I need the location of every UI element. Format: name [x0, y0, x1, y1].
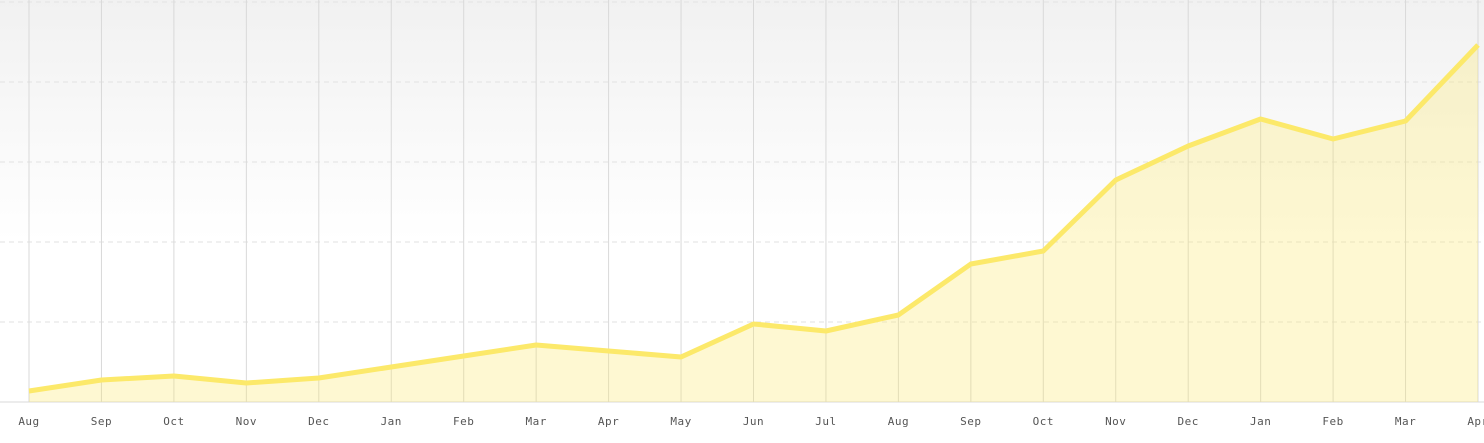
x-tick-label: Feb [1322, 415, 1343, 428]
x-tick-label: Aug [888, 415, 909, 428]
x-tick-label: Sep [91, 415, 112, 428]
x-tick-label: Dec [1178, 415, 1199, 428]
x-tick-label: Apr [598, 415, 619, 428]
x-tick-label: Sep [960, 415, 981, 428]
x-tick-label: Mar [1395, 415, 1416, 428]
x-tick-label: Oct [1033, 415, 1054, 428]
x-tick-label: Nov [1105, 415, 1126, 428]
x-tick-label: Jan [1250, 415, 1271, 428]
plot-background [0, 0, 1484, 402]
x-tick-label: Jul [815, 415, 836, 428]
x-tick-label: Oct [163, 415, 184, 428]
x-tick-label: Aug [18, 415, 39, 428]
x-tick-label: Jan [381, 415, 402, 428]
x-tick-label: Mar [525, 415, 546, 428]
x-tick-label: Dec [308, 415, 329, 428]
line [28, 43, 1480, 394]
x-tick-label: May [670, 415, 691, 428]
area-fill [29, 45, 1478, 402]
x-tick-label: Apr [1467, 415, 1484, 428]
x-tick-label: Nov [236, 415, 257, 428]
x-tick-label: Jun [743, 415, 764, 428]
x-tick-label: Feb [453, 415, 474, 428]
